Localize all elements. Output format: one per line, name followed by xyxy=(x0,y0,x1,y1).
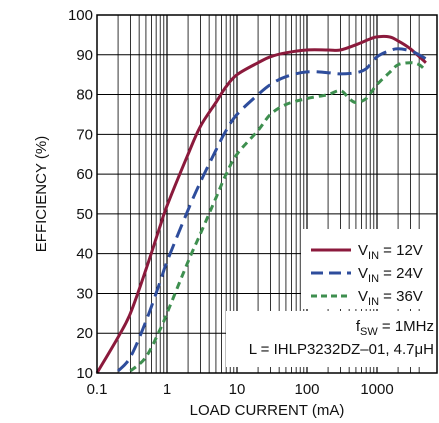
x-tick-1000: 1000 xyxy=(360,381,393,398)
legend-label-36v: VIN = 36V xyxy=(358,288,423,308)
inductor-annotation: L = IHLP3232DZ–01, 4.7μH xyxy=(249,341,434,358)
y-tick-90: 90 xyxy=(76,47,93,64)
annotations: fSW = 1MHz L = IHLP3232DZ–01, 4.7μH xyxy=(249,318,434,358)
legend: VIN = 12V VIN = 24V VIN = 36V xyxy=(311,242,423,308)
series-lines xyxy=(95,34,427,374)
y-tick-40: 40 xyxy=(76,246,93,263)
y-axis-label: EFFICIENCY (%) xyxy=(33,136,50,252)
y-tick-30: 30 xyxy=(76,285,93,302)
y-tick-20: 20 xyxy=(76,325,93,342)
y-tick-60: 60 xyxy=(76,166,93,183)
note-box xyxy=(226,311,439,367)
y-tick-10: 10 xyxy=(76,365,93,382)
x-axis-label: LOAD CURRENT (mA) xyxy=(190,402,345,419)
series-line-2 xyxy=(129,61,427,373)
plot-frame xyxy=(96,14,438,374)
x-tick-1: 1 xyxy=(163,381,171,398)
x-tick-labels: 0.1 1 10 100 1000 xyxy=(87,381,394,398)
x-tick-100: 100 xyxy=(294,381,319,398)
y-tick-80: 80 xyxy=(76,87,93,104)
legend-label-12v: VIN = 12V xyxy=(358,242,423,262)
y-tick-labels: 10 20 30 40 50 60 70 80 90 100 xyxy=(68,7,93,382)
series-line-1 xyxy=(116,47,427,373)
x-tick-0.1: 0.1 xyxy=(87,381,108,398)
legend-label-24v: VIN = 24V xyxy=(358,265,423,285)
y-tick-100: 100 xyxy=(68,7,93,24)
series-line-0 xyxy=(95,34,427,374)
y-tick-50: 50 xyxy=(76,206,93,223)
y-tick-70: 70 xyxy=(76,126,93,143)
fsw-annotation: fSW = 1MHz xyxy=(356,318,434,338)
x-tick-10: 10 xyxy=(229,381,246,398)
